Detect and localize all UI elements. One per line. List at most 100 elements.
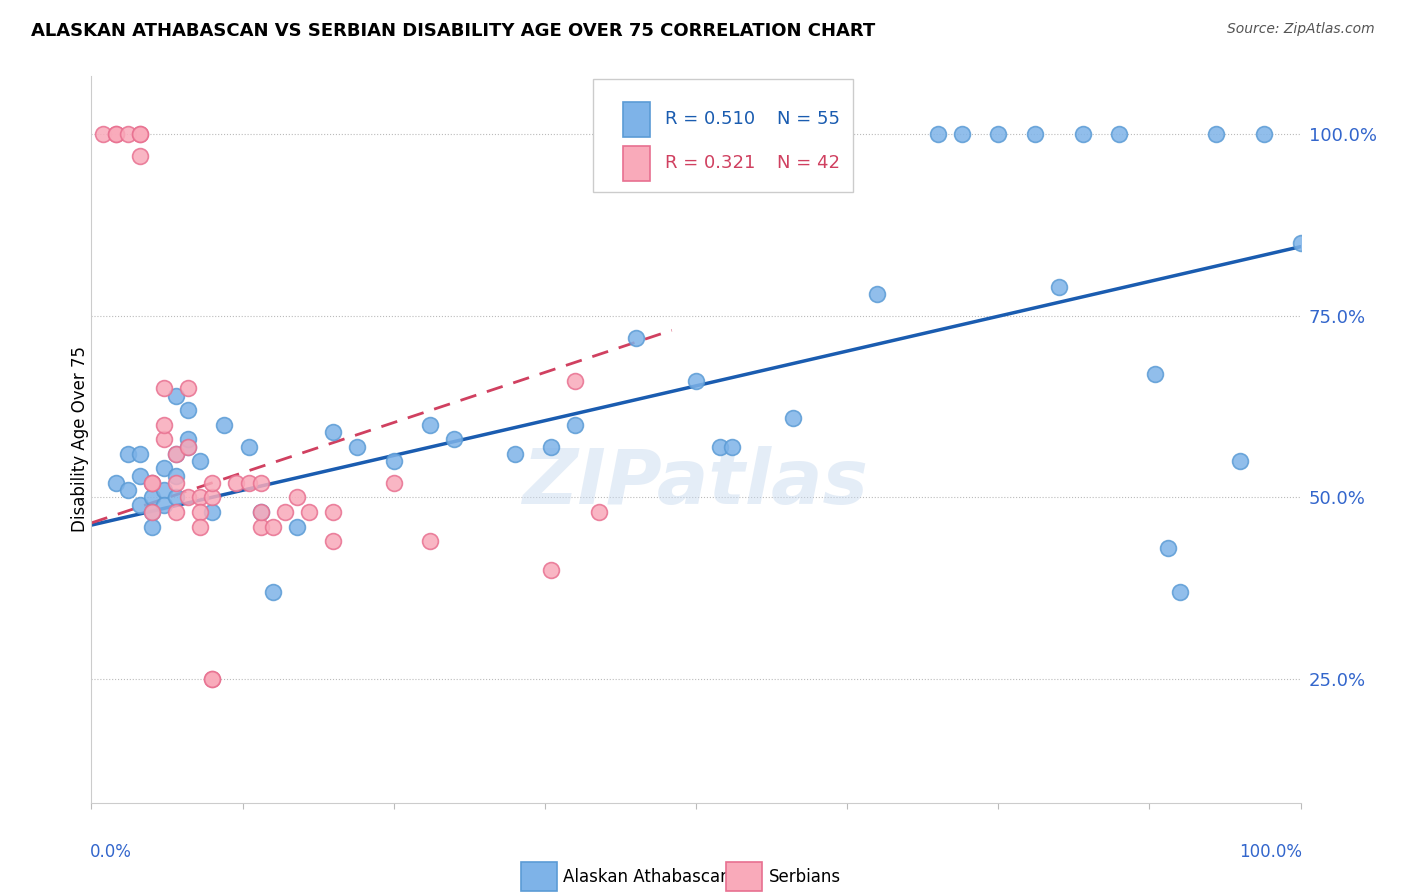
Point: [165, 447, 187, 461]
FancyBboxPatch shape: [725, 863, 762, 891]
FancyBboxPatch shape: [593, 79, 853, 192]
Point: [177, 381, 200, 395]
Point: [238, 440, 260, 454]
Point: [322, 425, 344, 439]
Point: [950, 127, 973, 141]
Point: [128, 127, 150, 141]
Point: [128, 127, 150, 141]
Point: [153, 381, 176, 395]
Point: [503, 447, 526, 461]
Point: [141, 475, 163, 490]
Point: [177, 403, 200, 417]
Point: [540, 440, 562, 454]
Point: [201, 491, 224, 505]
Point: [274, 505, 297, 519]
Point: [201, 672, 224, 686]
Point: [128, 498, 150, 512]
Text: ZIPatlas: ZIPatlas: [523, 446, 869, 520]
Point: [709, 440, 731, 454]
Point: [117, 447, 139, 461]
Point: [249, 505, 271, 519]
Point: [419, 417, 441, 432]
Point: [1156, 541, 1178, 556]
Point: [201, 475, 224, 490]
Point: [249, 475, 271, 490]
Point: [165, 389, 187, 403]
Point: [1047, 279, 1070, 293]
Point: [141, 505, 163, 519]
Point: [153, 461, 176, 475]
Point: [153, 498, 176, 512]
Point: [1289, 235, 1312, 250]
Point: [1024, 127, 1046, 141]
Point: [262, 519, 284, 533]
Point: [382, 454, 405, 468]
Point: [721, 440, 744, 454]
Point: [1168, 585, 1191, 599]
Point: [177, 440, 200, 454]
Point: [249, 505, 271, 519]
Y-axis label: Disability Age Over 75: Disability Age Over 75: [72, 346, 89, 533]
Point: [117, 127, 139, 141]
Point: [564, 417, 586, 432]
Point: [624, 330, 647, 344]
Text: N = 42: N = 42: [778, 154, 839, 172]
Point: [141, 519, 163, 533]
Point: [201, 505, 224, 519]
Text: R = 0.510: R = 0.510: [665, 111, 755, 128]
Point: [141, 475, 163, 490]
Point: [165, 491, 187, 505]
Text: ALASKAN ATHABASCAN VS SERBIAN DISABILITY AGE OVER 75 CORRELATION CHART: ALASKAN ATHABASCAN VS SERBIAN DISABILITY…: [31, 22, 875, 40]
Point: [153, 417, 176, 432]
Point: [177, 440, 200, 454]
Point: [141, 491, 163, 505]
FancyBboxPatch shape: [623, 145, 650, 180]
Point: [214, 417, 236, 432]
Point: [188, 519, 211, 533]
Point: [564, 374, 586, 388]
Point: [188, 454, 211, 468]
Point: [1071, 127, 1094, 141]
Point: [153, 483, 176, 498]
Point: [987, 127, 1010, 141]
Point: [685, 374, 707, 388]
Point: [93, 127, 115, 141]
Point: [298, 505, 321, 519]
Point: [165, 505, 187, 519]
Point: [1229, 454, 1251, 468]
Text: 100.0%: 100.0%: [1239, 843, 1302, 861]
Point: [419, 534, 441, 549]
Text: N = 55: N = 55: [778, 111, 839, 128]
Point: [866, 287, 889, 301]
Text: Source: ZipAtlas.com: Source: ZipAtlas.com: [1227, 22, 1375, 37]
FancyBboxPatch shape: [623, 102, 650, 136]
Point: [443, 433, 465, 447]
Point: [104, 127, 127, 141]
Point: [128, 149, 150, 163]
Point: [285, 491, 308, 505]
FancyBboxPatch shape: [520, 863, 557, 891]
Point: [225, 475, 247, 490]
Point: [346, 440, 368, 454]
Point: [128, 468, 150, 483]
Point: [188, 505, 211, 519]
Text: R = 0.321: R = 0.321: [665, 154, 755, 172]
Point: [540, 563, 562, 577]
Point: [1253, 127, 1275, 141]
Text: Serbians: Serbians: [769, 868, 841, 886]
Point: [588, 505, 610, 519]
Point: [322, 505, 344, 519]
Point: [177, 433, 200, 447]
Text: Alaskan Athabascans: Alaskan Athabascans: [562, 868, 740, 886]
Point: [117, 483, 139, 498]
Point: [104, 475, 127, 490]
Point: [382, 475, 405, 490]
Point: [1205, 127, 1227, 141]
Point: [322, 534, 344, 549]
Point: [165, 475, 187, 490]
Point: [188, 491, 211, 505]
Point: [927, 127, 949, 141]
Point: [104, 127, 127, 141]
Point: [1108, 127, 1130, 141]
Point: [782, 410, 804, 425]
